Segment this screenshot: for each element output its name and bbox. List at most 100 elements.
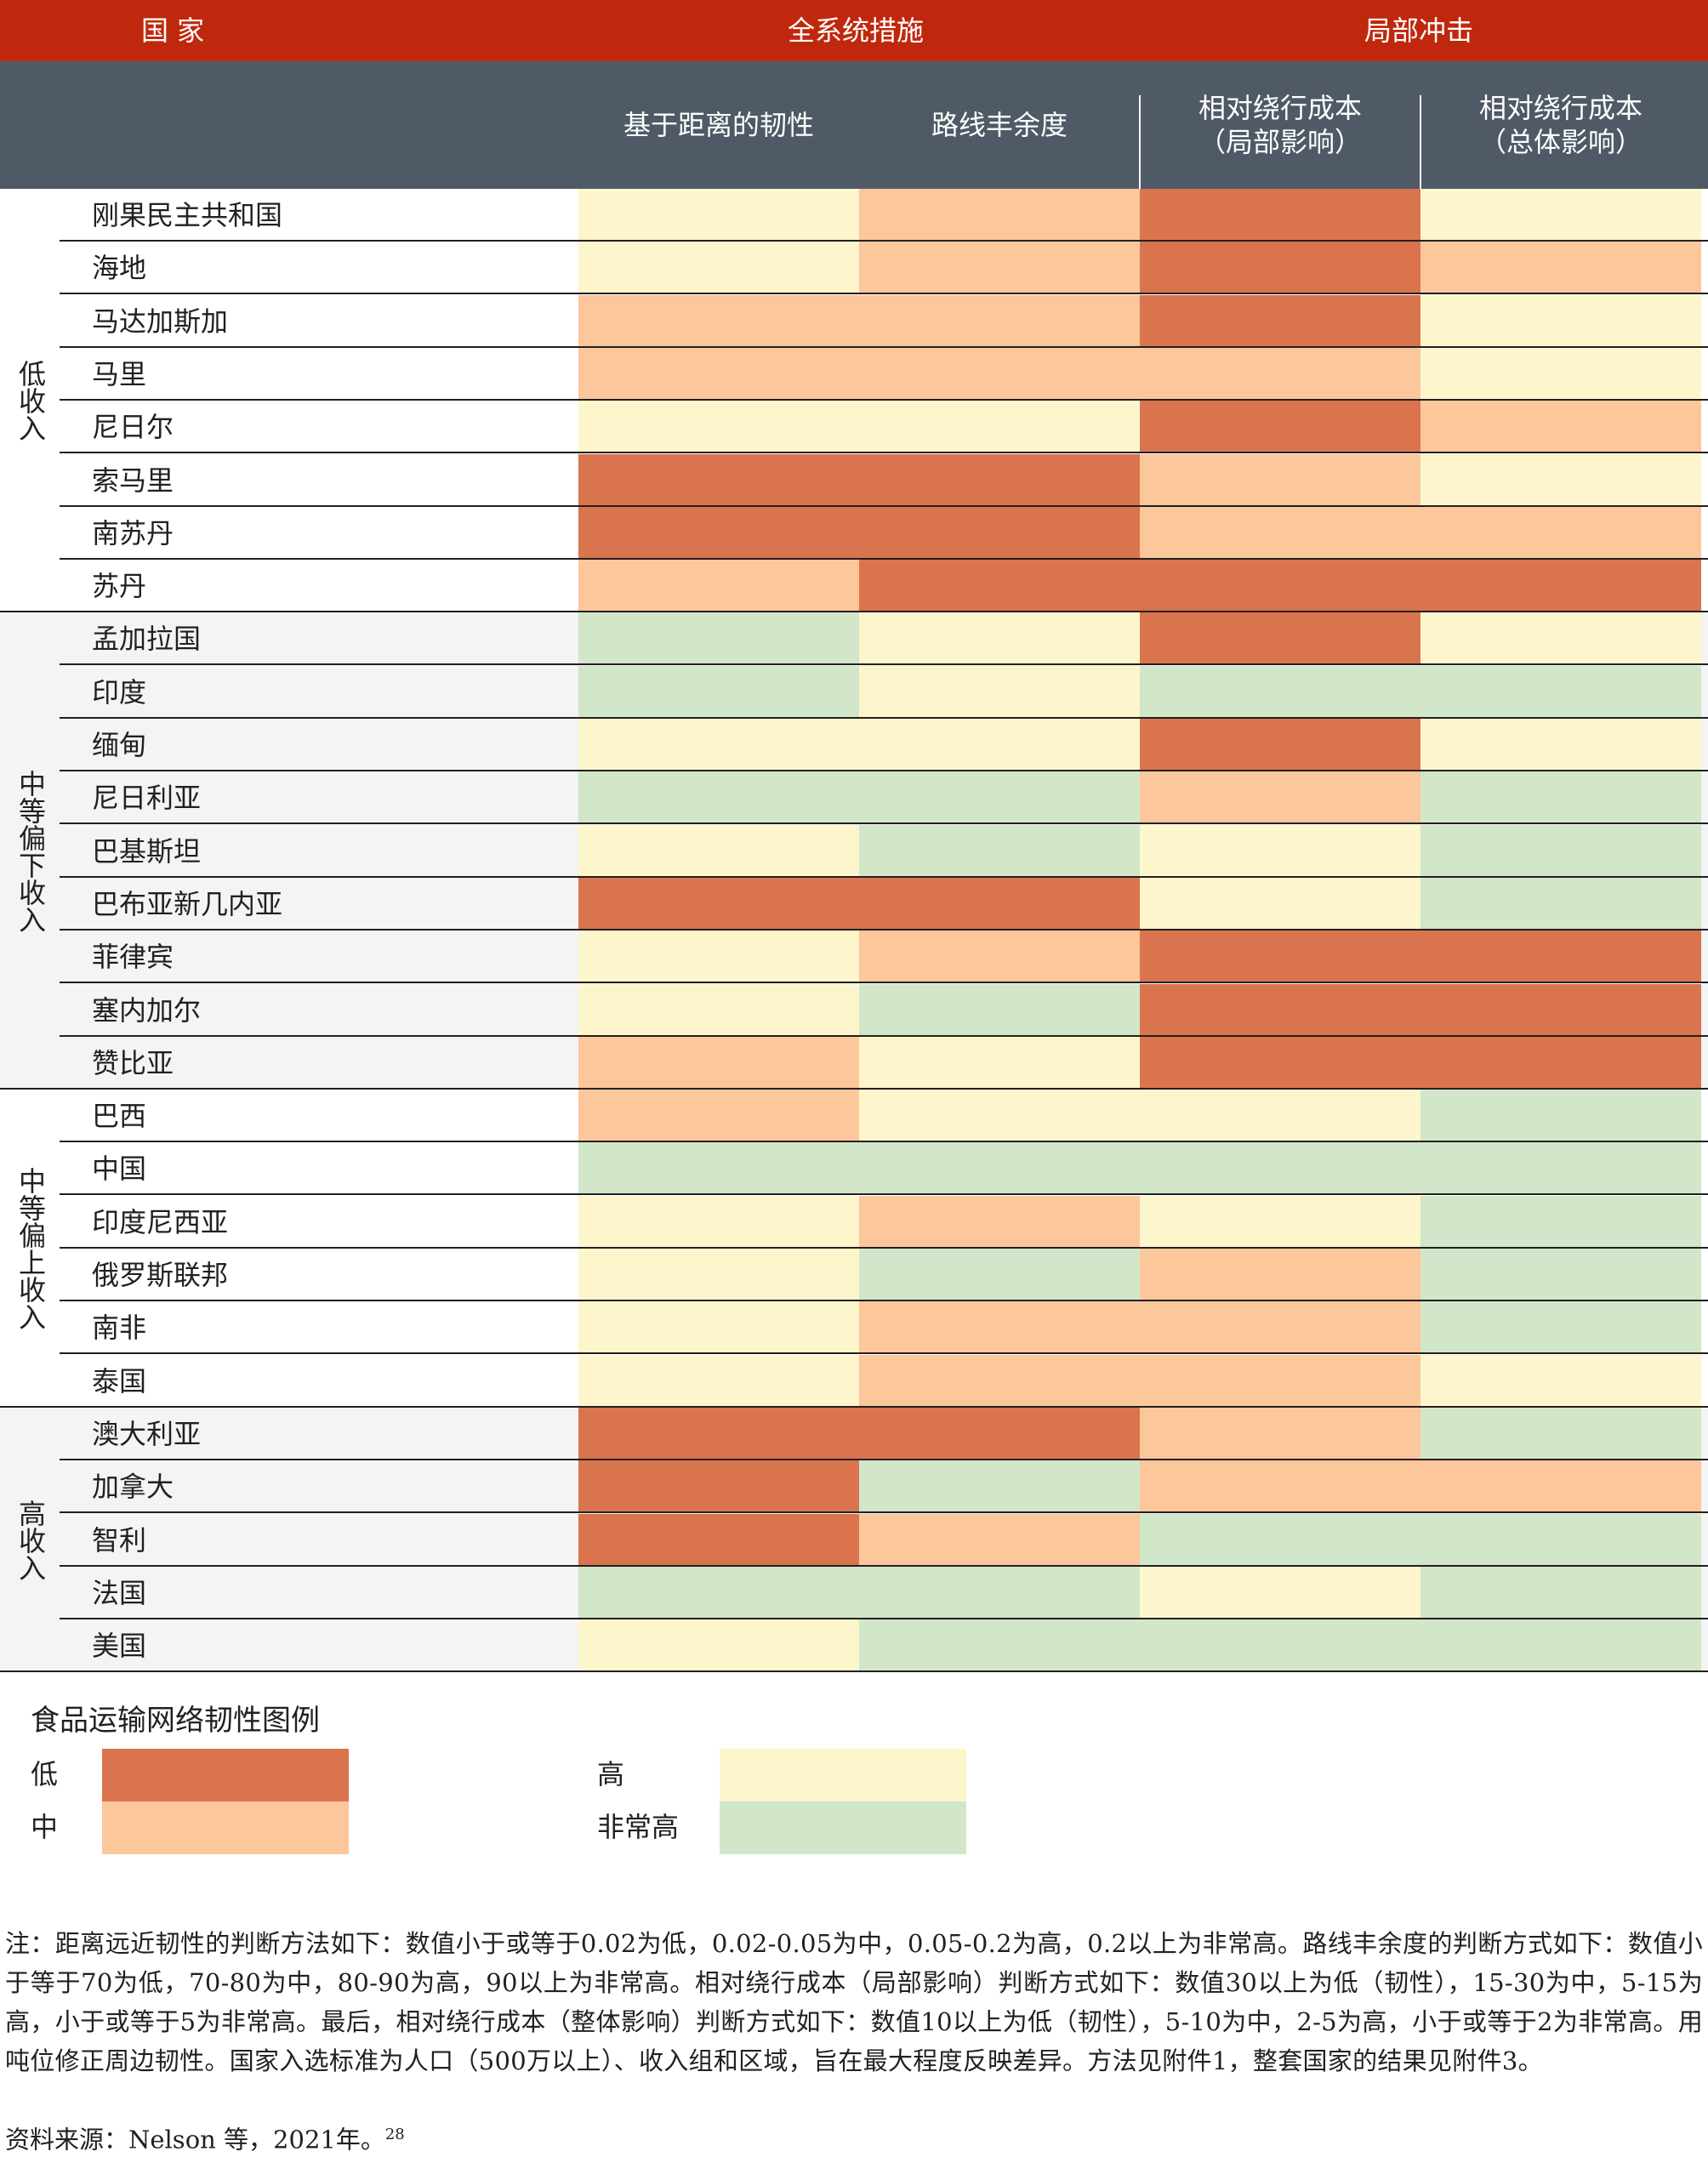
country-name: 海地 (92, 252, 147, 285)
route-redundancy-cell (859, 1036, 1140, 1090)
detour-cost-local-cell (1140, 347, 1420, 401)
route-redundancy-cell (859, 1566, 1140, 1619)
distance-resilience-cell (578, 294, 859, 348)
route-redundancy-cell (859, 189, 1140, 242)
country-name: 巴基斯坦 (92, 834, 202, 868)
row-divider (60, 928, 1708, 931)
route-redundancy-cell (859, 294, 1140, 348)
detour-cost-total-cell (1420, 1566, 1701, 1619)
row-divider (60, 1141, 1708, 1143)
detour-cost-local-cell (1140, 612, 1420, 666)
legend-label-very-high: 非常高 (597, 1811, 680, 1843)
row-divider (60, 1246, 1708, 1249)
table-row: 马达加斯加 (0, 294, 1708, 348)
row-divider (60, 1458, 1708, 1460)
table-row: 巴基斯坦 (0, 824, 1708, 878)
distance-resilience-cell (578, 506, 859, 560)
detour-cost-local-cell (1140, 1354, 1420, 1408)
distance-resilience-cell (578, 1566, 859, 1619)
route-redundancy-cell (859, 877, 1140, 931)
country-name: 法国 (92, 1576, 147, 1609)
distance-resilience-cell (578, 1513, 859, 1567)
table-row: 海地 (0, 242, 1708, 295)
row-divider (60, 452, 1708, 454)
col-header-detour-cost-local: 相对绕行成本 （局部影响） (1198, 92, 1362, 158)
detour-cost-total-cell (1420, 612, 1701, 666)
distance-resilience-cell (578, 453, 859, 507)
detour-cost-total-cell (1420, 1407, 1701, 1460)
detour-cost-total-cell (1420, 1090, 1701, 1143)
row-divider (60, 1193, 1708, 1196)
legend-swatch-high (720, 1749, 966, 1801)
table-row: 南苏丹 (0, 506, 1708, 560)
detour-cost-local-cell (1140, 401, 1420, 454)
table-row: 美国 (0, 1619, 1708, 1673)
table-row: 苏丹 (0, 560, 1708, 613)
detour-cost-total-cell (1420, 983, 1701, 1037)
table-row: 智利 (0, 1513, 1708, 1567)
detour-cost-total-cell (1420, 1249, 1701, 1301)
detour-cost-local-cell (1140, 189, 1420, 242)
table-row: 塞内加尔 (0, 983, 1708, 1037)
row-divider (60, 770, 1708, 771)
country-name: 印度尼西亚 (92, 1205, 229, 1238)
local-shock-header: 局部冲击 (1364, 14, 1474, 47)
group-divider (0, 1088, 1708, 1090)
row-divider (60, 822, 1708, 825)
country-name: 尼日利亚 (92, 782, 202, 815)
route-redundancy-cell (859, 1142, 1140, 1196)
detour-cost-total-cell (1420, 453, 1701, 507)
detour-cost-local-cell (1140, 1195, 1420, 1249)
row-divider (60, 663, 1708, 666)
country-name: 中国 (92, 1152, 147, 1186)
system-wide-measures-header: 全系统措施 (788, 14, 925, 47)
distance-resilience-cell (578, 824, 859, 878)
row-divider (60, 1511, 1708, 1514)
group-divider (0, 1670, 1708, 1673)
country-name: 赞比亚 (92, 1046, 174, 1079)
country-name: 印度 (92, 675, 147, 709)
route-redundancy-cell (859, 771, 1140, 825)
row-divider (60, 398, 1708, 401)
source-footnote-ref: 28 (384, 2126, 405, 2143)
detour-cost-total-cell (1420, 824, 1701, 878)
detour-cost-total-cell (1420, 877, 1701, 931)
country-name: 泰国 (92, 1364, 147, 1397)
table-row: 南非 (0, 1301, 1708, 1355)
distance-resilience-cell (578, 983, 859, 1037)
table-row: 俄罗斯联邦 (0, 1249, 1708, 1301)
detour-cost-total-cell (1420, 401, 1701, 454)
detour-cost-local-cell (1140, 242, 1420, 295)
distance-resilience-cell (578, 1354, 859, 1408)
distance-resilience-cell (578, 931, 859, 984)
detour-cost-total-cell (1420, 1301, 1701, 1355)
row-divider (60, 875, 1708, 878)
route-redundancy-cell (859, 401, 1140, 454)
detour-cost-local-cell (1140, 719, 1420, 771)
distance-resilience-cell (578, 347, 859, 401)
country-name: 巴西 (92, 1100, 147, 1133)
route-redundancy-cell (859, 1619, 1140, 1673)
country-name: 缅甸 (92, 729, 147, 761)
country-name: 南非 (92, 1312, 147, 1345)
detour-cost-total-cell (1420, 1195, 1701, 1249)
table-row: 澳大利亚 (0, 1407, 1708, 1460)
country-name: 美国 (92, 1630, 147, 1663)
detour-cost-total-cell (1420, 1036, 1701, 1090)
distance-resilience-cell (578, 401, 859, 454)
distance-resilience-cell (578, 242, 859, 295)
route-redundancy-cell (859, 1460, 1140, 1514)
table-row: 菲律宾 (0, 931, 1708, 984)
country-name: 尼日尔 (92, 411, 174, 444)
detour-cost-local-cell (1140, 1619, 1420, 1673)
row-divider (60, 240, 1708, 242)
row-divider (60, 293, 1708, 295)
distance-resilience-cell (578, 189, 859, 242)
income-group-label: 中等偏上收入 (14, 1166, 47, 1330)
source-text: 资料来源：Nelson 等，2021年。 (5, 2125, 385, 2154)
row-divider (60, 345, 1708, 348)
distance-resilience-cell (578, 1301, 859, 1355)
route-redundancy-cell (859, 1249, 1140, 1301)
distance-resilience-cell (578, 612, 859, 666)
metric-column-headers: 基于距离的韧性 路线丰余度 相对绕行成本 （局部影响） 相对绕行成本 （总体影响… (0, 61, 1708, 189)
